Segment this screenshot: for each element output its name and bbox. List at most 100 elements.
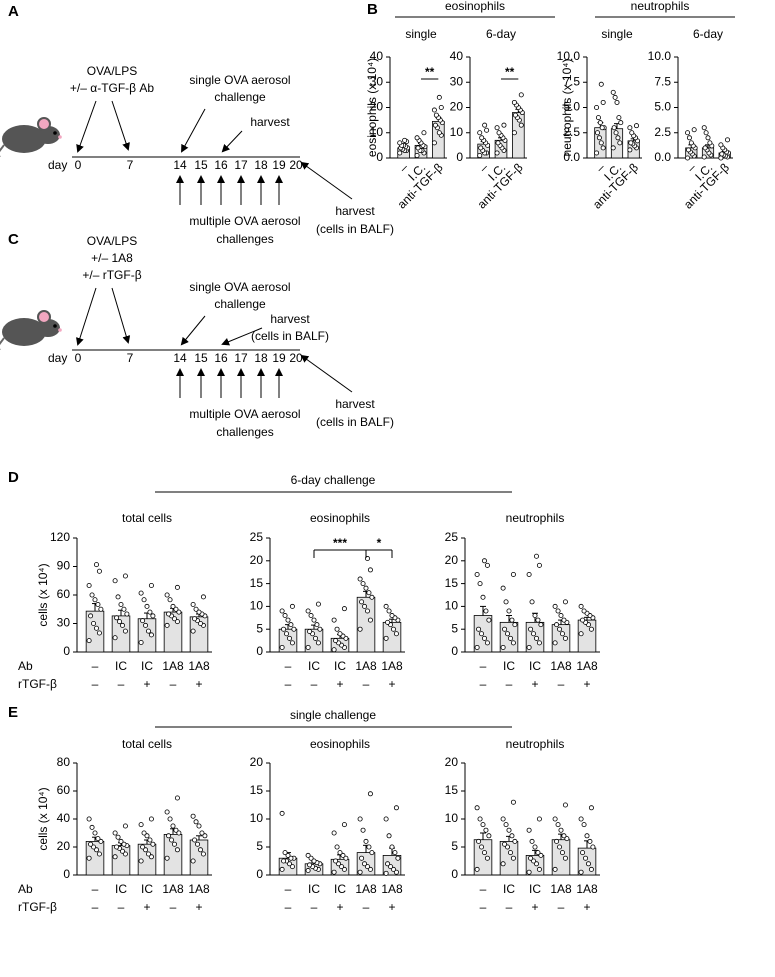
data-point: [115, 834, 121, 840]
day-tick-label: 18: [254, 351, 268, 365]
data-point: [477, 816, 483, 822]
y-tick-label: 0: [63, 644, 70, 658]
x-tick-label: 1A8: [381, 659, 403, 673]
x-tick-label: –: [558, 677, 565, 691]
data-point: [505, 844, 511, 850]
data-point: [167, 597, 173, 603]
data-point: [338, 864, 344, 870]
x-tick-label: –: [311, 900, 318, 914]
harvest-text: harvest: [250, 115, 290, 129]
data-point: [279, 810, 285, 816]
data-point: [93, 625, 99, 631]
data-point: [616, 115, 622, 121]
data-point: [395, 855, 401, 861]
data-point: [197, 847, 203, 853]
data-point: [317, 626, 323, 632]
data-point: [552, 640, 558, 646]
data-point: [509, 833, 515, 839]
data-point: [594, 105, 600, 111]
data-point: [98, 606, 104, 612]
data-point: [141, 830, 147, 836]
data-point: [363, 838, 369, 844]
row-label: Ab: [18, 659, 33, 673]
data-point: [363, 585, 369, 591]
data-point: [385, 861, 391, 867]
data-point: [174, 619, 180, 625]
challenge-text: challenges: [216, 425, 273, 439]
y-tick-label: 30: [57, 616, 71, 630]
x-tick-label: –: [92, 659, 99, 673]
data-point: [600, 99, 606, 105]
data-point: [533, 635, 539, 641]
x-tick-label: IC: [503, 882, 515, 896]
harvest-text: (cells in BALF): [316, 222, 394, 236]
data-point: [512, 838, 518, 844]
day-tick-label: 19: [272, 158, 286, 172]
x-tick-label: –: [285, 659, 292, 673]
panel-label: C: [8, 231, 19, 248]
data-point: [388, 864, 394, 870]
data-point: [360, 581, 366, 587]
data-point: [478, 145, 484, 151]
data-point: [93, 847, 99, 853]
data-point: [554, 622, 560, 628]
data-point: [367, 567, 373, 573]
data-point: [597, 120, 603, 126]
data-point: [389, 844, 395, 850]
data-point: [558, 827, 564, 833]
data-point: [402, 137, 408, 143]
data-point: [719, 151, 725, 157]
x-tick-label: 1A8: [188, 882, 210, 896]
data-point: [531, 858, 537, 864]
data-point: [305, 644, 311, 650]
row-label: rTGF-β: [18, 677, 57, 691]
data-point: [585, 861, 591, 867]
y-tick-label: 0: [256, 867, 263, 881]
data-point: [145, 628, 151, 634]
data-point: [629, 130, 635, 136]
data-point: [364, 608, 370, 614]
x-tick-label: +: [388, 677, 395, 691]
treatment-text: +/– 1A8: [91, 251, 133, 265]
data-point: [193, 819, 199, 825]
data-point: [340, 852, 346, 858]
data-point: [96, 568, 102, 574]
data-point: [369, 594, 375, 600]
challenge-text: multiple OVA aerosol: [189, 407, 300, 421]
y-tick-label: 60: [57, 587, 71, 601]
data-point: [536, 562, 542, 568]
data-point: [414, 152, 420, 158]
x-tick-label: 1A8: [355, 882, 377, 896]
data-point: [536, 816, 542, 822]
arrow: [300, 354, 353, 393]
data-point: [362, 603, 368, 609]
data-point: [561, 833, 567, 839]
data-point: [503, 599, 509, 605]
arrow: [181, 108, 206, 153]
day-tick-label: 0: [75, 158, 82, 172]
data-point: [558, 613, 564, 619]
data-point: [279, 866, 285, 872]
data-point: [390, 866, 396, 872]
x-tick-label: 1A8: [162, 659, 184, 673]
data-point: [196, 823, 202, 829]
data-point: [341, 822, 347, 828]
data-point: [474, 805, 480, 811]
data-point: [336, 861, 342, 867]
data-point: [707, 140, 713, 146]
data-point: [614, 99, 620, 105]
data-point: [479, 844, 485, 850]
chart-title: single: [405, 27, 437, 41]
arrow: [300, 161, 353, 200]
data-point: [393, 805, 399, 811]
data-point: [615, 135, 621, 141]
data-point: [506, 827, 512, 833]
data-point: [628, 140, 634, 146]
data-point: [341, 606, 347, 612]
x-tick-label: IC: [141, 659, 153, 673]
data-point: [200, 851, 206, 857]
chart-title: total cells: [122, 511, 172, 525]
y-tick-label: 20: [450, 100, 464, 114]
data-point: [279, 644, 285, 650]
